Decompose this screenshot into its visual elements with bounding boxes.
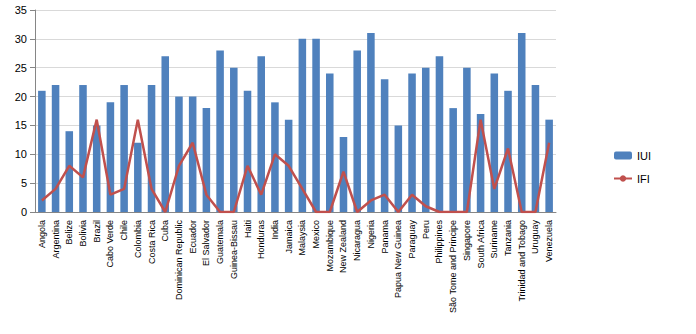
svg-text:South Africa: South Africa	[476, 220, 486, 269]
svg-text:Nigeria: Nigeria	[366, 220, 376, 249]
svg-text:Belize: Belize	[64, 220, 74, 245]
svg-text:Panama: Panama	[380, 220, 390, 254]
svg-text:15: 15	[15, 119, 27, 131]
svg-text:20: 20	[15, 91, 27, 103]
svg-text:Paraguay: Paraguay	[407, 220, 417, 259]
svg-text:Jamaica: Jamaica	[284, 220, 294, 254]
svg-text:Haiti: Haiti	[243, 220, 253, 238]
svg-text:25: 25	[15, 62, 27, 74]
svg-text:Dominican Republic: Dominican Republic	[174, 220, 184, 301]
svg-text:Suriname: Suriname	[489, 220, 499, 259]
svg-text:Nicaragua: Nicaragua	[352, 220, 362, 261]
svg-text:Angola: Angola	[37, 220, 47, 248]
svg-text:India: India	[270, 220, 280, 240]
svg-text:São Tome and Principe: São Tome and Principe	[448, 220, 458, 313]
svg-text:Venezuela: Venezuela	[544, 220, 554, 262]
svg-text:Argentina: Argentina	[51, 220, 61, 259]
svg-text:Bolivia: Bolivia	[78, 220, 88, 247]
svg-text:IUI: IUI	[637, 150, 651, 162]
svg-text:Guatemala: Guatemala	[215, 220, 225, 264]
svg-text:Mozambique: Mozambique	[325, 220, 335, 272]
svg-text:Colombia: Colombia	[133, 220, 143, 258]
svg-text:35: 35	[15, 4, 27, 16]
svg-text:El Salvador: El Salvador	[201, 220, 211, 266]
svg-text:10: 10	[15, 148, 27, 160]
svg-text:New Zealand: New Zealand	[338, 220, 348, 273]
svg-text:Costa Rica: Costa Rica	[147, 220, 157, 264]
svg-text:Cuba: Cuba	[160, 220, 170, 242]
svg-text:Guinea-Bissau: Guinea-Bissau	[229, 220, 239, 279]
svg-text:0: 0	[21, 206, 27, 218]
svg-text:Papua New Guinea: Papua New Guinea	[393, 220, 403, 298]
svg-text:Singapore: Singapore	[462, 220, 472, 261]
svg-text:Tanzania: Tanzania	[503, 220, 513, 256]
svg-text:Mexico: Mexico	[311, 220, 321, 249]
svg-text:Uruguay: Uruguay	[530, 220, 540, 255]
svg-text:Philippines: Philippines	[434, 220, 444, 264]
svg-text:Chile: Chile	[119, 220, 129, 241]
svg-text:Trinidad and Tobago: Trinidad and Tobago	[517, 220, 527, 302]
svg-text:IFI: IFI	[637, 173, 650, 185]
svg-text:Malaysia: Malaysia	[297, 220, 307, 256]
svg-text:5: 5	[21, 177, 27, 189]
svg-text:Brazil: Brazil	[92, 220, 102, 243]
svg-text:30: 30	[15, 33, 27, 45]
svg-text:Honduras: Honduras	[256, 220, 266, 260]
svg-text:Peru: Peru	[421, 220, 431, 239]
svg-text:Cabo Verde: Cabo Verde	[105, 220, 115, 268]
svg-text:Ecuador: Ecuador	[188, 220, 198, 254]
